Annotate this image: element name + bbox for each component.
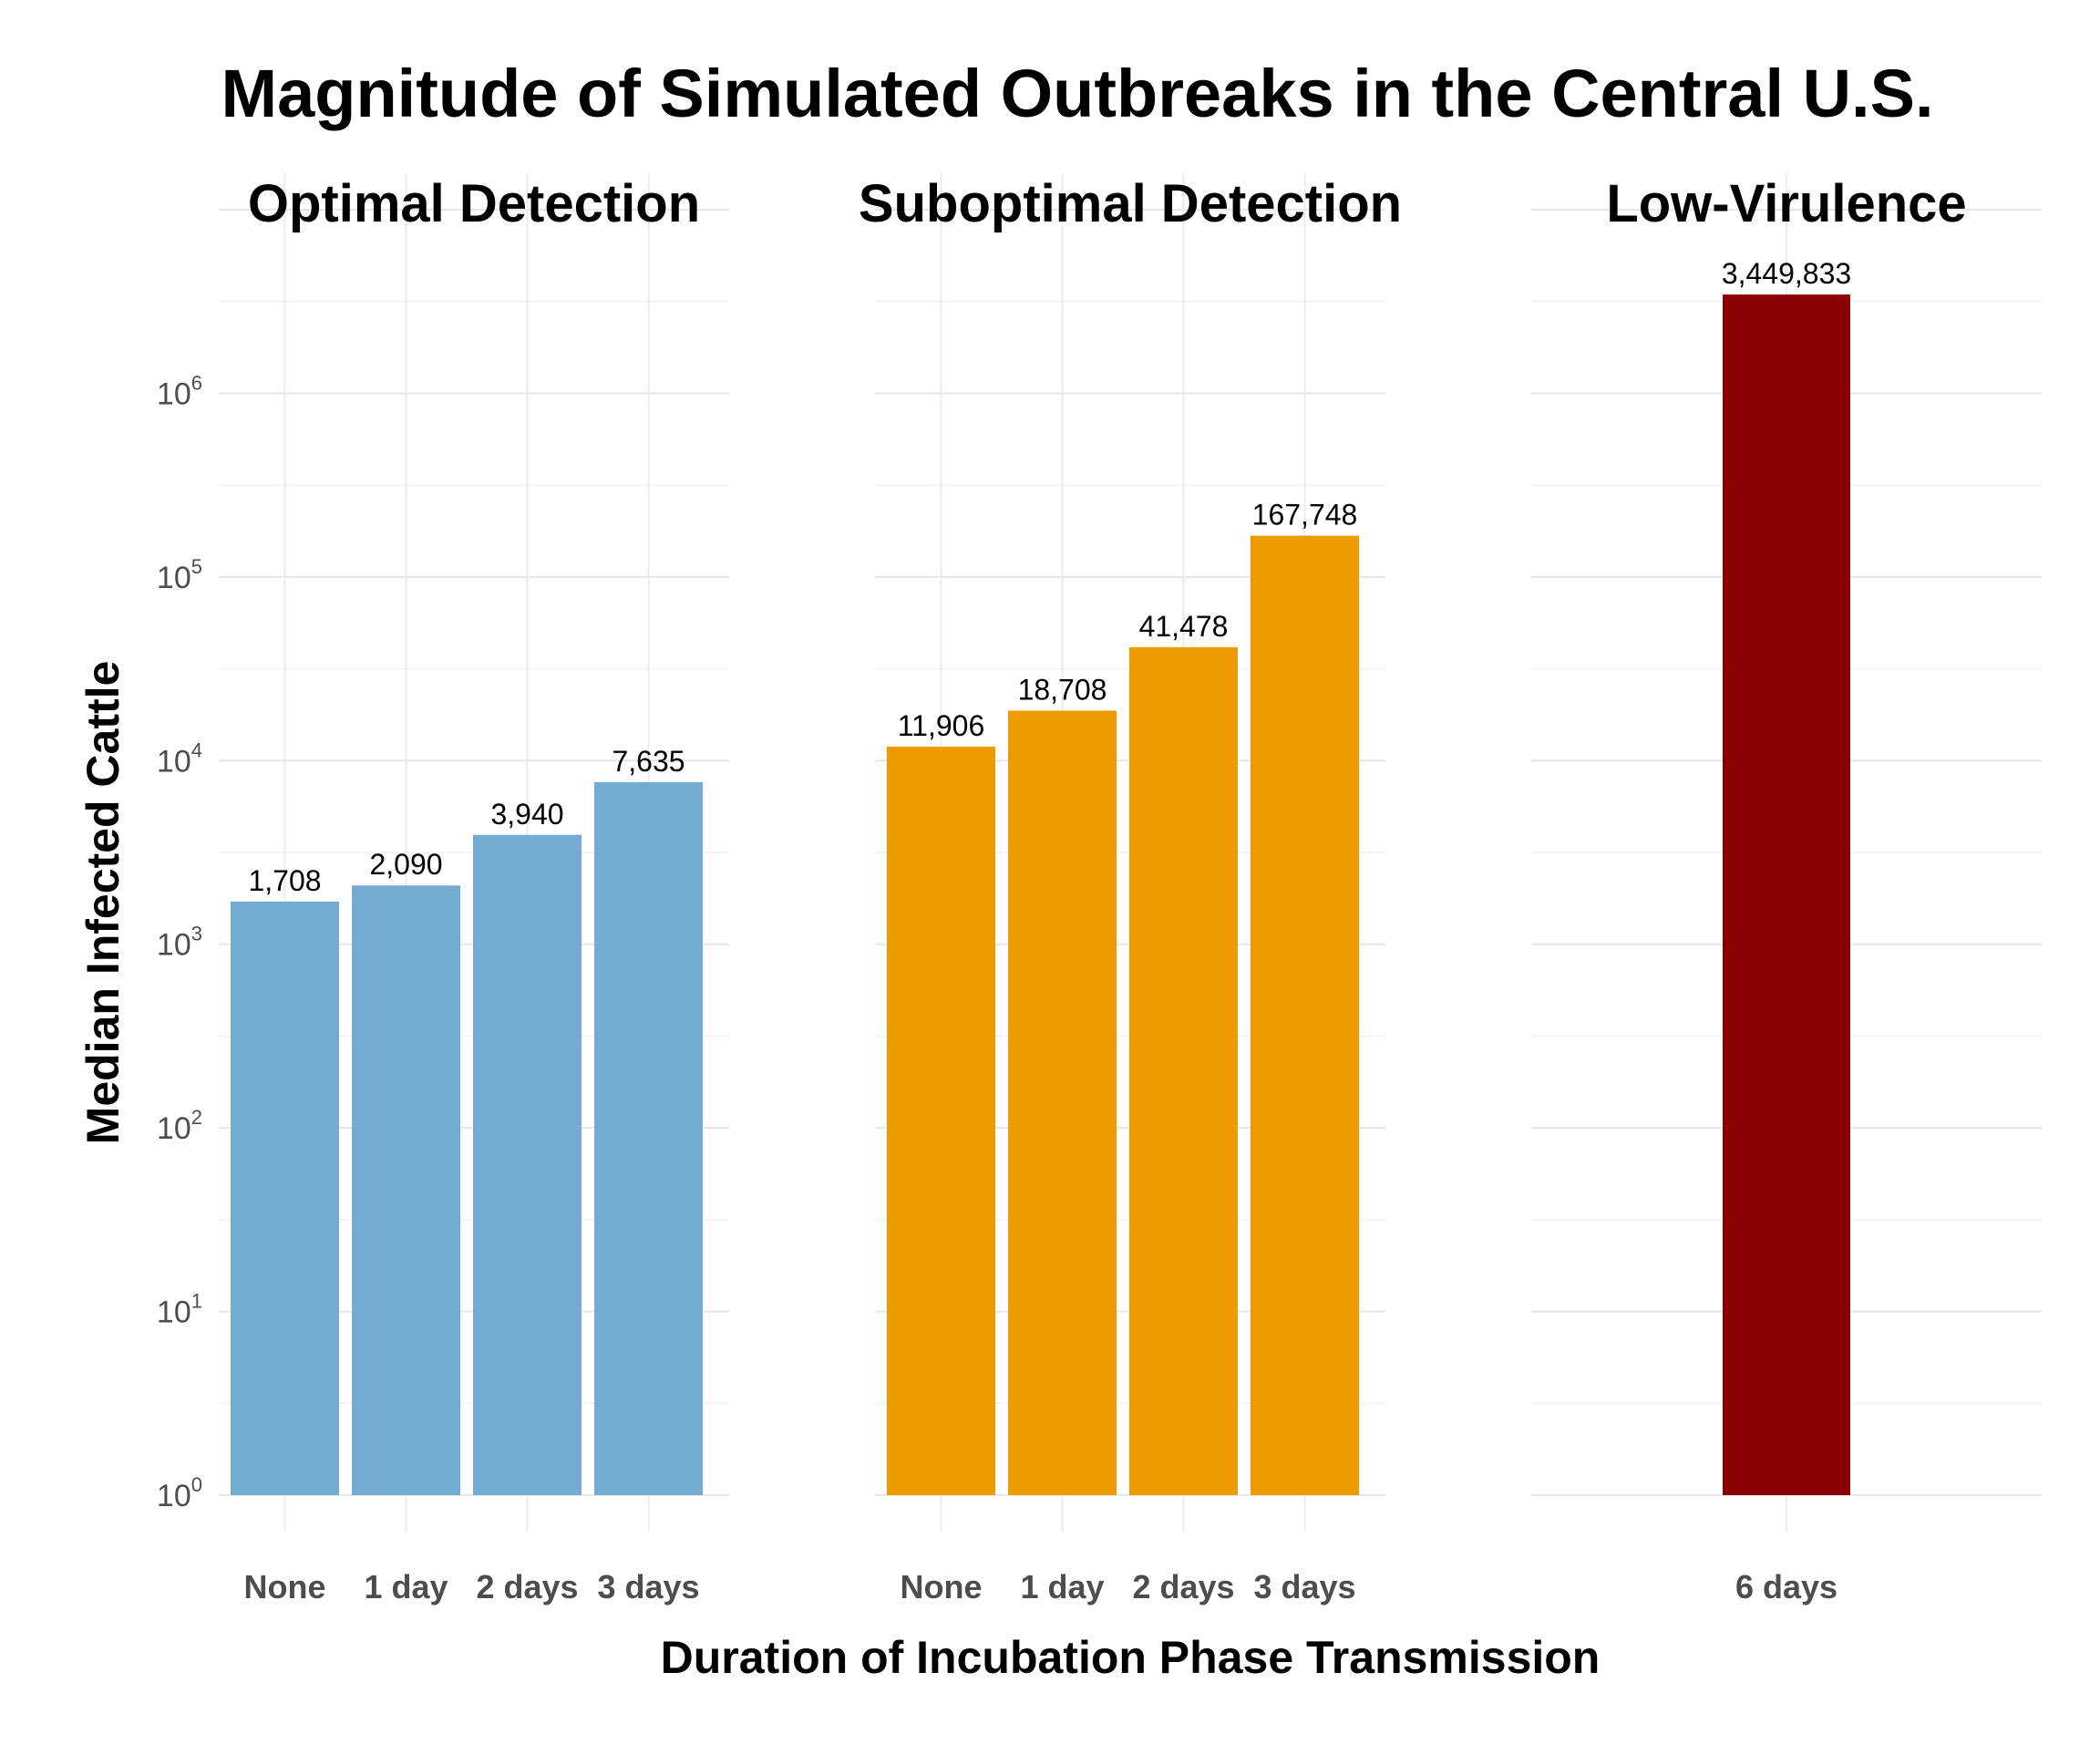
bar [1129,646,1238,1495]
data-label: 11,906 [898,709,985,742]
data-label: 3,940 [490,798,563,831]
bar [231,901,339,1495]
data-label: 1,708 [248,864,321,897]
y-tick-label: 100 [157,1473,202,1513]
bar [1008,710,1117,1495]
y-tick-label: 104 [157,738,202,779]
y-tick-label: 102 [157,1106,202,1146]
y-tick-label: 101 [157,1290,202,1330]
bar [594,781,703,1495]
x-tick-label: None [901,1568,983,1605]
x-tick-label: 3 days [597,1568,699,1605]
data-label: 7,635 [612,745,685,778]
x-axis-title: Duration of Incubation Phase Transmissio… [661,1632,1601,1683]
x-tick-label: 6 days [1735,1568,1838,1605]
bar [1723,294,1850,1495]
y-tick-label: 105 [157,555,202,595]
chart-title: Magnitude of Simulated Outbreaks in the … [221,56,1933,131]
y-tick-label: 106 [157,371,202,411]
facet-title: Low-Virulence [1606,174,1966,233]
data-label: 3,449,833 [1722,257,1851,290]
bar [352,885,460,1495]
x-tick-label: 3 days [1253,1568,1355,1605]
y-axis-ticks: 100 101 102 103 104 105 106 [157,371,202,1513]
facet-title: Suboptimal Detection [859,174,1402,233]
data-label: 18,708 [1018,673,1107,706]
facets: Optimal Detection 1,708 None 2,090 1 day 3,94… [219,173,2042,1605]
x-tick-label: None [244,1568,326,1605]
facet-title: Optimal Detection [248,174,700,233]
y-tick-label: 103 [157,923,202,963]
data-label: 41,478 [1139,610,1229,643]
facet-panel: Low-Virulence 3,449,833 6 days [1531,173,2042,1605]
x-tick-label: 1 day [364,1568,448,1605]
facet-panel: Optimal Detection 1,708 None 2,090 1 day 3,94… [219,173,729,1605]
bar [473,834,582,1495]
facet-panel: Suboptimal Detection 11,906 None 18,708 1 da… [859,173,1402,1605]
bar [887,747,995,1495]
x-tick-label: 1 day [1020,1568,1104,1605]
bar [1251,535,1359,1495]
data-label: 167,748 [1252,499,1358,532]
x-tick-label: 2 days [476,1568,578,1605]
y-axis-title: Median Infected Cattle [77,661,129,1145]
data-label: 2,090 [369,848,442,881]
x-tick-label: 2 days [1132,1568,1234,1605]
